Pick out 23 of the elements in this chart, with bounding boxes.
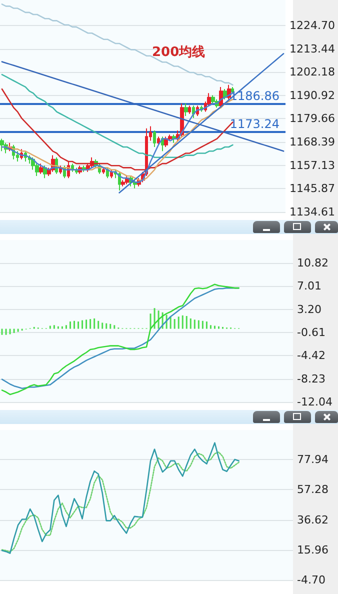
annotation: 200均线 (152, 45, 206, 60)
y-tick-label: -4.42 (297, 349, 326, 362)
y-tick-label: -8.23 (297, 372, 326, 386)
y-tick-label: -4.70 (297, 574, 326, 586)
y-tick-label: 1157.13 (290, 158, 336, 172)
y-tick-label: 15.96 (297, 543, 328, 556)
y-tick-label: 1168.39 (290, 136, 336, 149)
y-tick-label: 3.20 (297, 302, 322, 316)
y-tick-label: 77.94 (297, 453, 328, 466)
y-tick-label: -0.61 (297, 326, 326, 339)
y-tick-label: 10.82 (297, 256, 328, 270)
y-tick-label: 1202.18 (290, 66, 336, 79)
y-tick-label: 1179.66 (290, 112, 336, 126)
y-tick-label: 1134.61 (290, 206, 336, 218)
y-tick-label: 1145.87 (290, 182, 336, 196)
y-tick-label: 1190.92 (290, 88, 336, 102)
y-tick-label: 1224.70 (290, 18, 336, 32)
y-tick-label: -12.04 (297, 396, 332, 408)
y-tick-label: 57.28 (297, 483, 328, 496)
y-tick-label: 7.01 (297, 280, 322, 293)
y-tick-label: 1213.44 (290, 42, 336, 56)
y-tick-label: 36.62 (297, 513, 328, 526)
ref-line-label: 1173.24 (230, 117, 280, 132)
